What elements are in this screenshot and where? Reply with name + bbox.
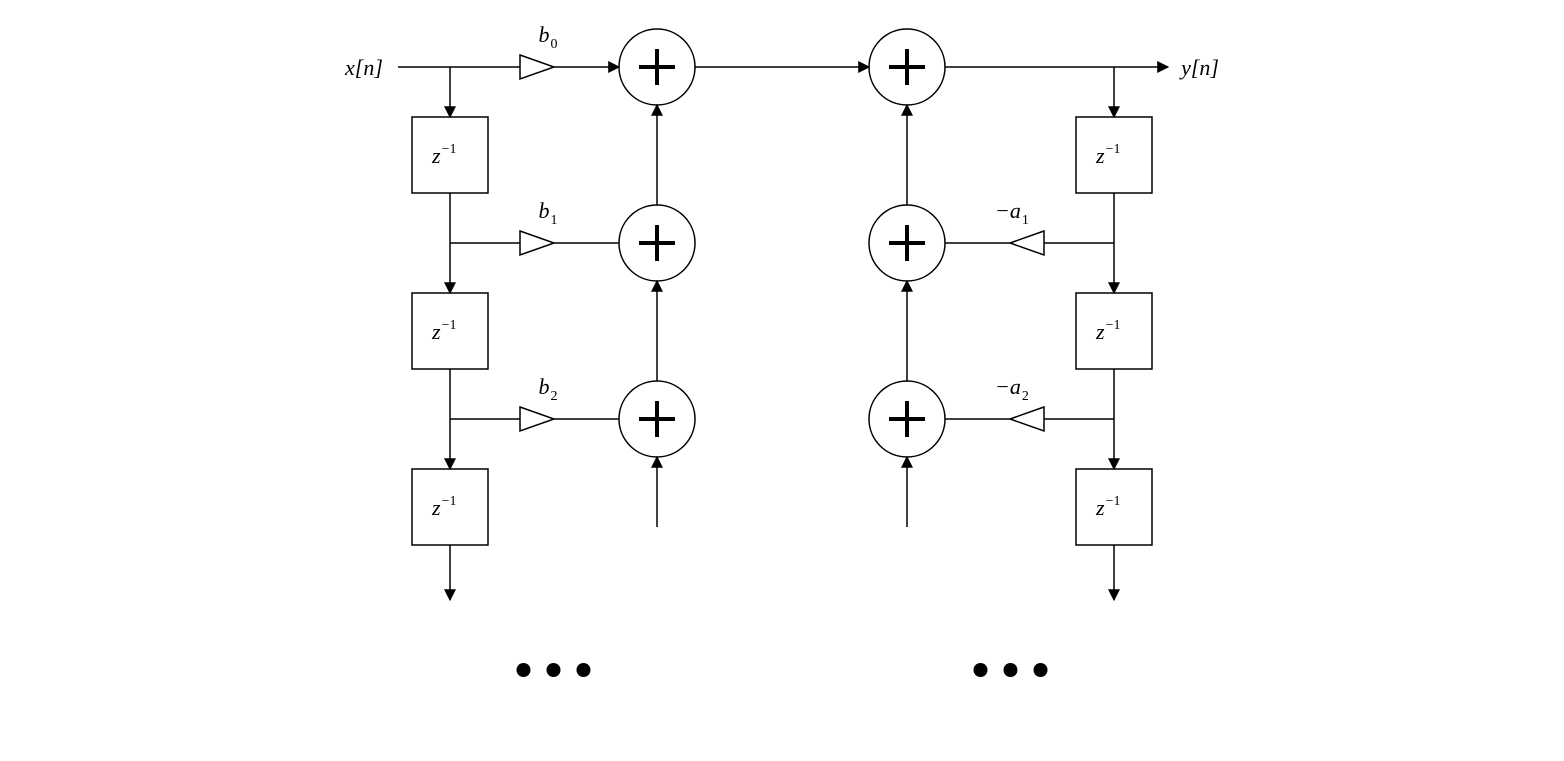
- delay-left-1-label: z−1: [431, 318, 456, 344]
- gain-b0: [520, 55, 554, 79]
- ellipsis-left-1: [547, 663, 561, 677]
- ellipsis-right-2: [1034, 663, 1048, 677]
- delay-right-2-label: z−1: [1095, 494, 1120, 520]
- gain-b2: [520, 407, 554, 431]
- ellipsis-left-2: [577, 663, 591, 677]
- label-b0: b0: [539, 22, 558, 52]
- input-label: x[n]: [344, 55, 383, 80]
- output-label: y[n]: [1179, 55, 1219, 80]
- label-neg-a1: −a1: [995, 198, 1029, 228]
- ellipsis-right-0: [974, 663, 988, 677]
- ellipsis-right-1: [1004, 663, 1018, 677]
- gain-neg-a2: [1010, 407, 1044, 431]
- ellipsis-left-0: [517, 663, 531, 677]
- delay-left-0-label: z−1: [431, 142, 456, 168]
- gain-neg-a1: [1010, 231, 1044, 255]
- label-neg-a2: −a2: [995, 374, 1029, 404]
- label-b2: b2: [539, 374, 558, 404]
- delay-right-1-label: z−1: [1095, 318, 1120, 344]
- label-b1: b1: [539, 198, 558, 228]
- delay-left-2-label: z−1: [431, 494, 456, 520]
- gain-b1: [520, 231, 554, 255]
- delay-right-0-label: z−1: [1095, 142, 1120, 168]
